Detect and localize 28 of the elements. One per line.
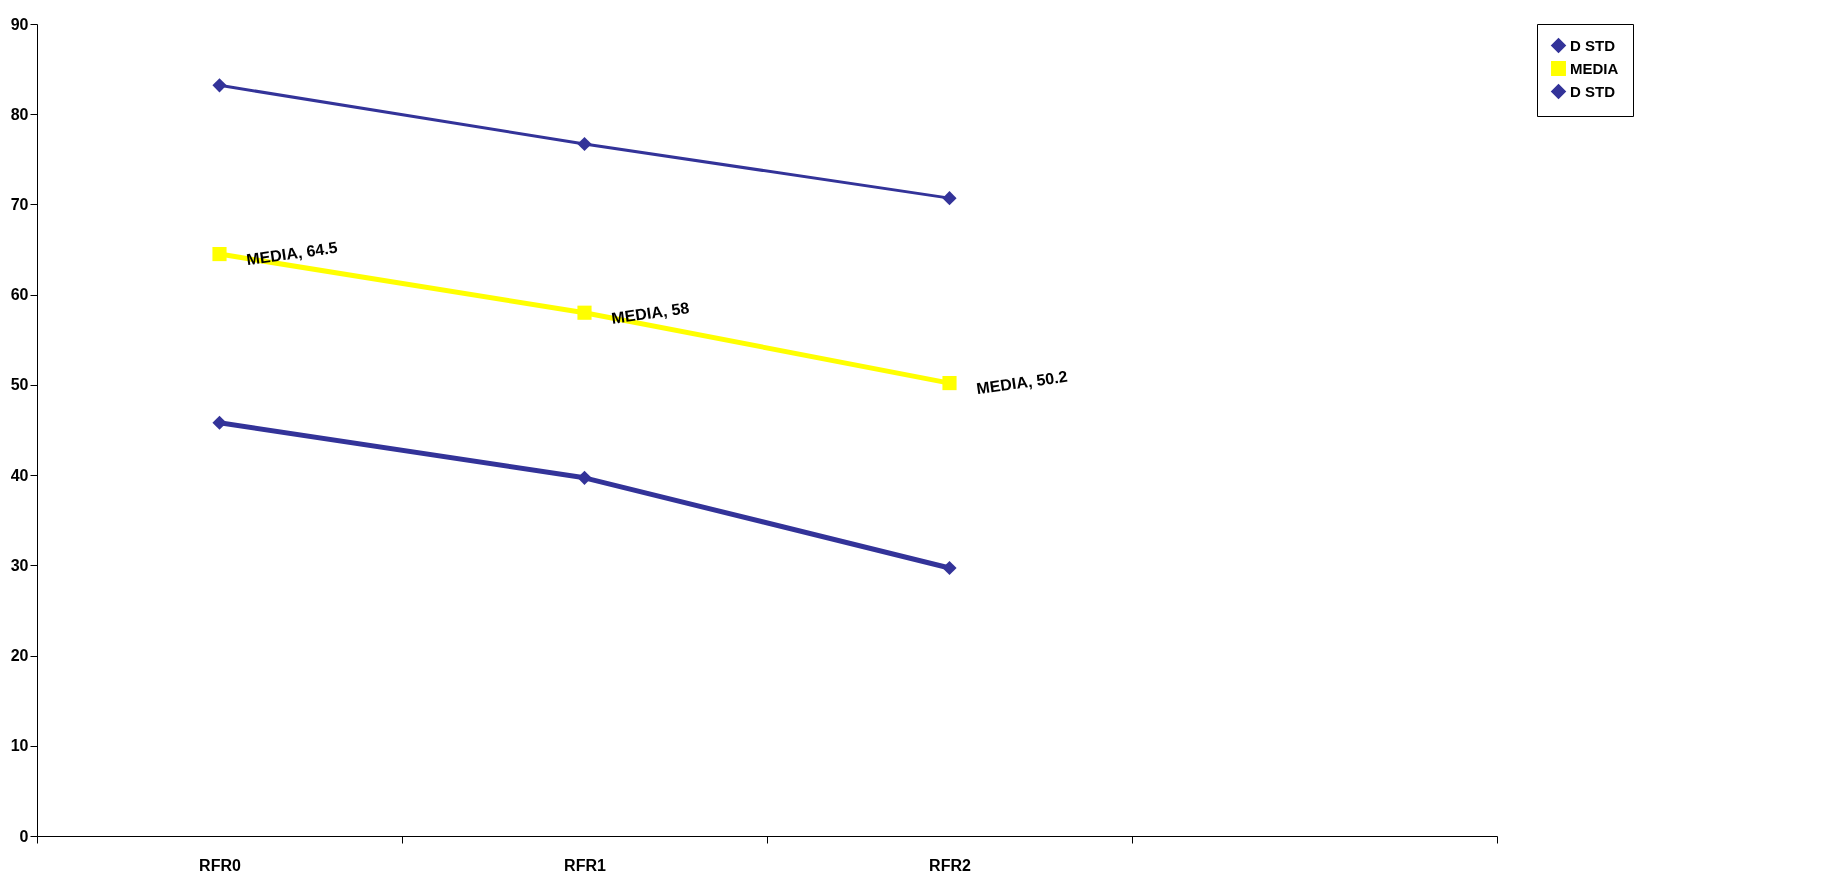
legend-label: MEDIA (1570, 59, 1619, 77)
point (942, 191, 957, 206)
y-tick-label: 90 (10, 15, 29, 33)
point (577, 136, 592, 152)
x-tick-label: RFR0 (199, 856, 241, 874)
y-tick-label: 10 (10, 737, 29, 755)
legend-label: D STD (1570, 36, 1616, 54)
y-tick-label: 50 (10, 376, 29, 394)
point (577, 470, 592, 485)
y-tick-label: 60 (10, 286, 29, 304)
data-label: MEDIA, 58 (610, 299, 691, 327)
legend-label: D STD (1570, 82, 1616, 100)
point (212, 247, 227, 262)
y-tick-label: 30 (10, 556, 29, 574)
y-tick-label: 80 (10, 105, 29, 123)
y-tick-label: 70 (10, 195, 29, 213)
x-tick-label: RFR1 (564, 856, 606, 874)
data-label: MEDIA, 50.2 (975, 367, 1069, 398)
y-tick-label: 0 (19, 827, 29, 845)
point (212, 78, 227, 93)
point (212, 415, 227, 430)
x-tick-label: RFR2 (929, 856, 971, 874)
y-tick-label: 40 (10, 466, 29, 484)
point (942, 376, 957, 391)
y-tick-label: 20 (10, 647, 29, 665)
point (577, 305, 592, 320)
point (942, 560, 957, 576)
data-label: MEDIA, 64.5 (245, 238, 339, 269)
